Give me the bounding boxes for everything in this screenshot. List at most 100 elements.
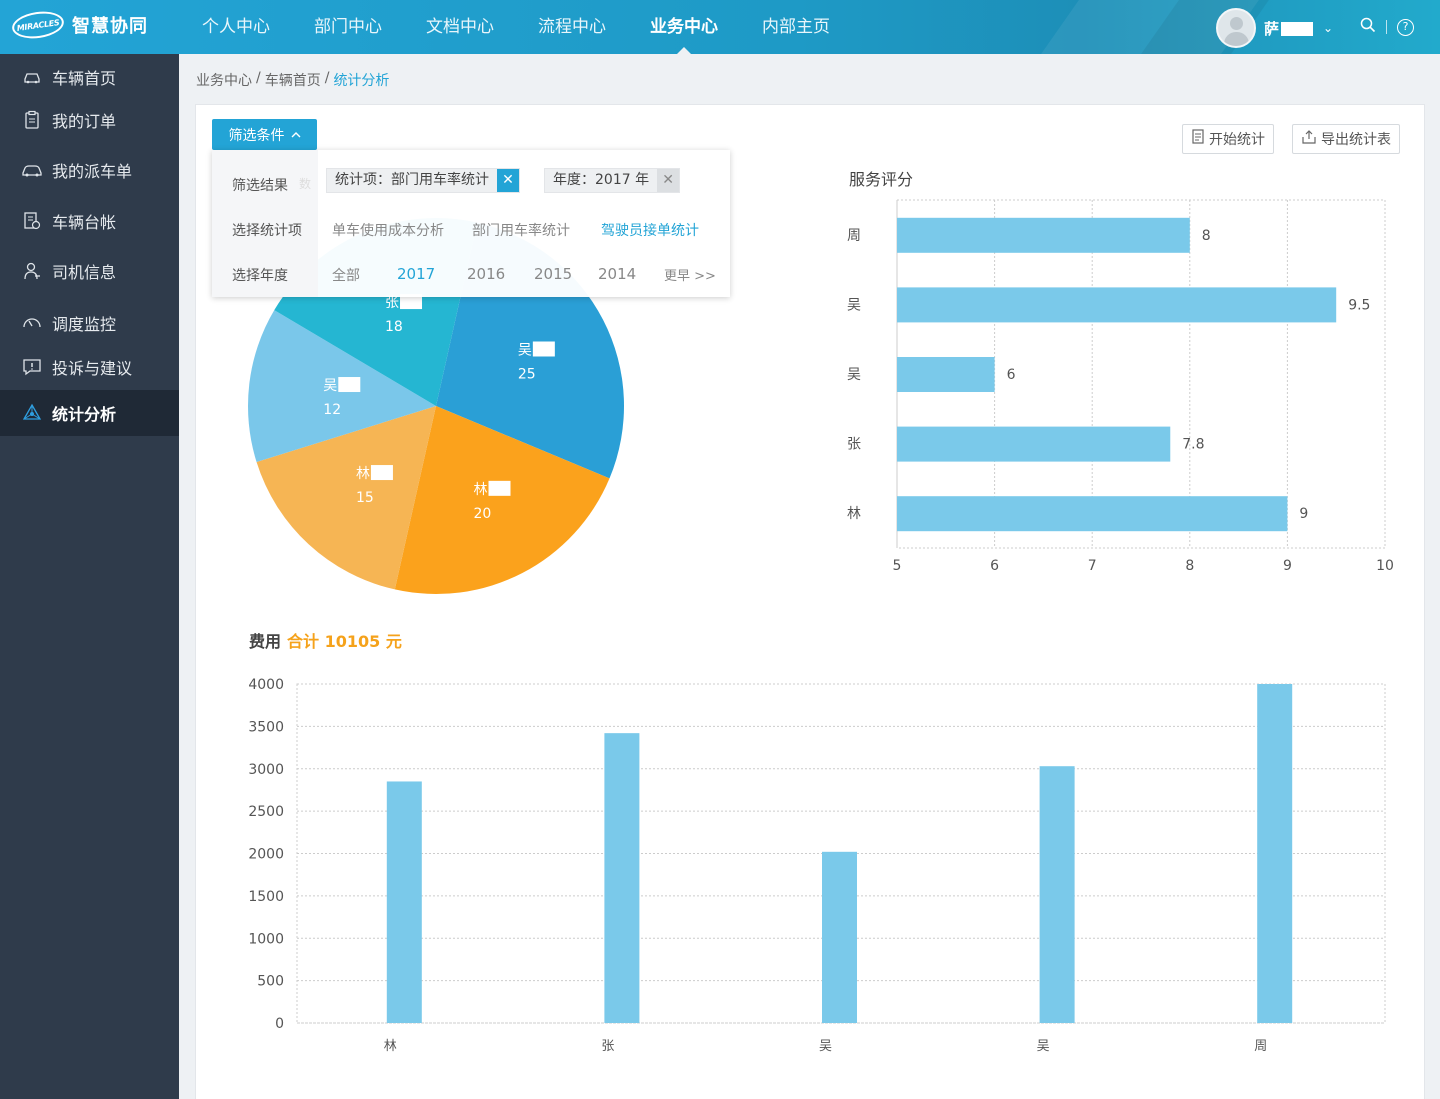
nav-item[interactable]: 部门中心 (314, 17, 382, 37)
label-redaction (616, 1038, 639, 1052)
cost-bar[interactable] (822, 851, 857, 1023)
driver-icon (22, 261, 42, 281)
pie-slice-label: 吴 (323, 378, 337, 394)
label-redaction (863, 296, 885, 312)
cost-bar-chart: 0 500 1000 1500 2000 2500 3000 3500 4000 林 张 吴 吴 周 (248, 677, 1386, 1054)
sidebar-item[interactable]: 车辆台帐 (0, 198, 179, 244)
bar-value-label: 7.8 (1182, 437, 1204, 453)
y-tick-label: 4000 (248, 677, 284, 693)
x-tick-label: 6 (990, 558, 999, 574)
label-redaction (488, 480, 511, 496)
nav-item[interactable]: 业务中心 (628, 0, 740, 54)
username: 萨 (1264, 18, 1314, 39)
sidebar-item[interactable]: 投诉与建议 (0, 344, 179, 390)
y-tick-label: 2500 (248, 804, 284, 820)
pie-slice-value: 15 (356, 490, 374, 506)
y-category-label: 吴 (847, 367, 861, 383)
help-icon[interactable]: ? (1397, 18, 1414, 36)
filter-label-column (212, 150, 318, 297)
select-item-label: 选择统计项 (232, 223, 302, 239)
label-redaction (1269, 1038, 1292, 1052)
y-category-label: 周 (847, 228, 861, 244)
sidebar-item[interactable]: 车辆首页 (0, 54, 179, 100)
filter-toggle-button[interactable]: 筛选条件 (212, 119, 317, 150)
nav-item[interactable]: 个人中心 (202, 17, 270, 37)
pie-slice[interactable] (256, 406, 436, 590)
stat-option[interactable]: 单车使用成本分析 (332, 223, 444, 239)
stat-option[interactable]: 部门用车率统计 (472, 223, 570, 239)
year-option[interactable]: 全部 (332, 268, 360, 284)
nav-item[interactable]: 流程中心 (538, 17, 606, 37)
breadcrumb-item[interactable]: 业务中心 (196, 73, 252, 89)
cost-sum: 合计 10105 元 (287, 632, 402, 651)
cost-bar[interactable] (604, 733, 640, 1023)
breadcrumb-item[interactable]: 车辆首页 (264, 73, 321, 89)
rating-bar[interactable] (897, 426, 1171, 462)
filter-tag-text: 年度：2017 年 (553, 172, 650, 188)
pie-slice-value: 20 (474, 506, 492, 522)
y-tick-label: 1500 (248, 889, 284, 905)
user-menu[interactable]: 萨 ⌄ (1216, 8, 1333, 48)
x-category-label: 周 (1254, 1039, 1267, 1054)
pie-slice-value: 12 (323, 402, 341, 418)
avatar[interactable] (1216, 8, 1256, 48)
year-option[interactable]: 2014 (598, 265, 637, 283)
label-redaction (398, 1038, 421, 1052)
label-redaction (863, 366, 885, 381)
filter-tag-text: 统计项：部门用车率统计 (335, 172, 489, 188)
year-option[interactable]: 2015 (534, 265, 573, 283)
more-years-link[interactable]: 更早 >> (664, 269, 716, 284)
top-header: MIRACLES 智慧协同 个人中心 部门中心 文档中心 流程中心 业务中心 内部主页 萨… (0, 0, 1440, 54)
pie-slice-label: 吴 (518, 342, 532, 358)
logo[interactable]: MIRACLES 智慧协同 (10, 8, 148, 42)
select-year-label: 选择年度 (232, 268, 288, 284)
rating-bar[interactable] (897, 287, 1337, 323)
chevron-up-icon (291, 127, 301, 143)
pie-slice-label: 林 (474, 482, 488, 498)
logo-badge: MIRACLES (10, 8, 66, 42)
breadcrumb: 业务中心 / 车辆首页 / 统计分析 (196, 70, 389, 90)
pie-slice[interactable] (394, 406, 610, 594)
x-category-label: 吴 (1037, 1039, 1050, 1054)
cost-bar[interactable] (386, 781, 422, 1023)
x-category-label: 林 (384, 1039, 397, 1054)
bar-value-label: 8 (1202, 228, 1211, 244)
nav-item[interactable]: 文档中心 (426, 17, 494, 37)
rating-bar[interactable] (897, 217, 1190, 253)
sidebar-item-label: 车辆台帐 (52, 213, 117, 232)
nav-item[interactable]: 内部主页 (762, 17, 830, 37)
sidebar-item[interactable]: 我的派车单 (0, 147, 179, 193)
export-button[interactable]: 导出统计表 (1292, 124, 1400, 154)
close-icon[interactable]: ✕ (657, 169, 680, 192)
y-tick-label: 0 (275, 1016, 284, 1032)
cost-bar[interactable] (1039, 766, 1075, 1023)
bar-value-label: 9.5 (1348, 297, 1370, 313)
search-icon[interactable] (1360, 17, 1376, 37)
label-redaction (400, 294, 423, 310)
breadcrumb-current: 统计分析 (333, 73, 390, 89)
sidebar-item[interactable]: 统计分析 (0, 390, 179, 436)
sidebar-item[interactable]: 调度监控 (0, 300, 179, 346)
close-icon[interactable]: ✕ (497, 169, 519, 192)
year-option[interactable]: 2016 (467, 265, 506, 283)
rating-bar[interactable] (897, 496, 1288, 532)
logo-text: 智慧协同 (72, 16, 148, 37)
sidebar-item-label: 司机信息 (52, 263, 117, 282)
sidebar-item[interactable]: 司机信息 (0, 248, 179, 294)
label-redaction (863, 435, 885, 451)
network-icon (22, 403, 42, 423)
clipboard-icon (22, 110, 42, 130)
cost-bar[interactable] (1257, 684, 1293, 1023)
sidebar-item[interactable]: 我的订单 (0, 97, 179, 143)
sidebar: 车辆首页 我的订单 我的派车单车辆台帐司机信息调度监控 投诉与建议 统计分析 (0, 54, 179, 1099)
header-divider (1386, 20, 1387, 34)
year-option-selected[interactable]: 2017 (397, 265, 436, 283)
car-icon (22, 67, 42, 87)
label-redaction (863, 226, 885, 242)
stat-option-selected[interactable]: 驾驶员接单统计 (601, 223, 699, 239)
rating-bar[interactable] (897, 357, 995, 392)
chevron-down-icon[interactable]: ⌄ (1323, 21, 1334, 35)
filter-tag-item: 统计项：部门用车率统计 ✕ (326, 168, 520, 193)
rating-bar-chart: 5 6 7 8 9 10 8 周 9.5 吴 6 吴 7.8 张 9 林 (847, 199, 1394, 574)
start-stats-button[interactable]: 开始统计 (1182, 124, 1274, 154)
